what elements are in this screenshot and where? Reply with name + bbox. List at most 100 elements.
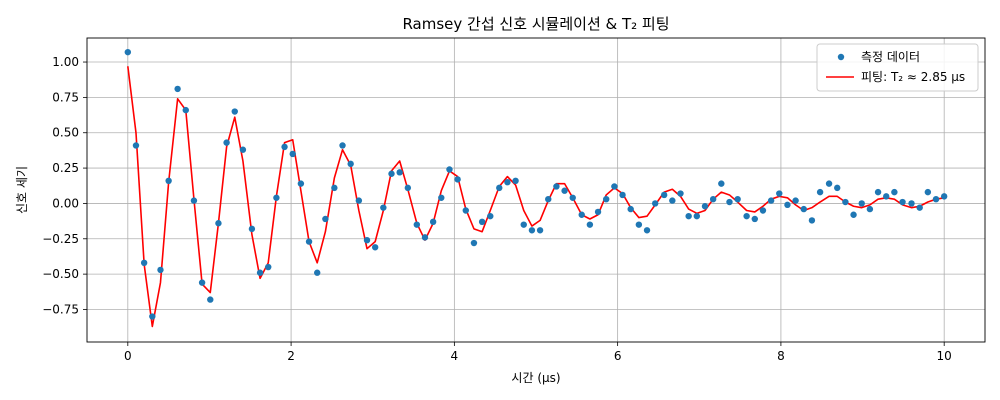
data-point [759,207,767,214]
data-point [396,169,403,176]
data-point [635,221,643,228]
data-point [281,143,288,151]
data-point [569,194,576,201]
data-point [825,180,833,187]
data-point [174,85,181,93]
data-point [438,194,445,201]
data-point [404,184,412,192]
data-point [874,188,882,196]
data-point [899,198,906,206]
chart-title: Ramsey 간섭 신호 시뮬레이션 & T₂ 피팅 [402,15,669,33]
data-point [784,201,791,209]
data-point [207,296,214,303]
data-point [223,139,230,146]
data-point [883,193,890,200]
legend-label-data: 측정 데이터 [861,50,920,64]
data-point [314,269,321,276]
data-point [157,266,164,274]
data-point [734,195,741,203]
data-point [808,217,816,224]
data-point [834,184,841,192]
data-point [578,211,585,218]
data-point [800,205,807,213]
data-point [718,180,725,187]
y-tick-label: 0.00 [52,196,79,210]
data-point [932,195,940,203]
data-point [891,188,898,196]
data-point [842,198,849,206]
data-point [520,221,527,228]
data-point [256,269,264,276]
data-point [586,221,594,228]
data-point [124,48,132,56]
data-point [363,236,371,244]
data-point [553,183,560,190]
data-point [429,218,437,226]
data-point [866,205,874,213]
y-tick-label: 0.75 [52,90,79,104]
data-point [388,170,395,177]
plot-area: 0 2 4 6 8 10 −0.75 −0.50 −0.25 0.00 0.25 0.50 0.75 1.… [42,37,986,363]
data-point [594,208,602,216]
data-point [454,176,461,183]
data-point [751,215,758,223]
data-point [619,191,626,199]
x-axis-label: 시간 (μs) [511,371,560,385]
data-point [165,177,172,185]
data-point [726,198,733,206]
data-point [528,227,536,234]
data-point [693,212,701,220]
legend: 측정 데이터 피팅: T₂ ≈ 2.85 μs [816,43,979,92]
data-point [182,106,189,114]
data-point [339,142,346,149]
y-tick-label: −0.25 [42,232,79,246]
data-point [380,204,387,211]
data-point [643,227,651,234]
data-point [504,179,511,186]
y-tick-label: 1.00 [52,55,79,69]
axes-frame [86,37,986,343]
fit-line [127,66,945,328]
data-point [603,195,610,203]
data-point [265,263,272,271]
x-tick-label: 8 [777,349,785,363]
data-point [496,184,503,192]
data-point [512,177,519,185]
data-point [669,197,676,204]
x-tick-label: 0 [124,349,132,363]
data-point [231,108,238,115]
data-point [709,195,717,203]
data-point [792,197,799,204]
data-point [858,200,865,207]
data-point [743,212,750,220]
legend-marker-data [837,53,845,61]
data-point [561,187,568,194]
data-point [470,239,478,247]
data-point [767,197,775,204]
data-point [371,244,379,251]
data-point [701,203,709,210]
x-tick-label: 10 [937,349,952,363]
data-point [478,218,486,226]
data-point [660,191,668,199]
data-point [297,180,305,187]
data-point [462,207,469,214]
y-tick-label: −0.75 [42,302,79,316]
data-point [322,215,329,223]
data-point [916,204,923,211]
data-point [149,313,156,320]
x-tick-label: 2 [287,349,295,363]
data-point [924,188,932,196]
data-point [215,220,222,227]
y-tick-label: 0.50 [52,126,79,140]
legend-frame [816,43,979,92]
data-point [305,238,313,245]
data-point [446,166,453,173]
x-tick-label: 6 [614,349,622,363]
data-point [331,184,338,192]
x-tick-label: 4 [451,349,459,363]
data-point [248,225,256,233]
data-point [132,142,140,149]
data-point [651,200,659,207]
